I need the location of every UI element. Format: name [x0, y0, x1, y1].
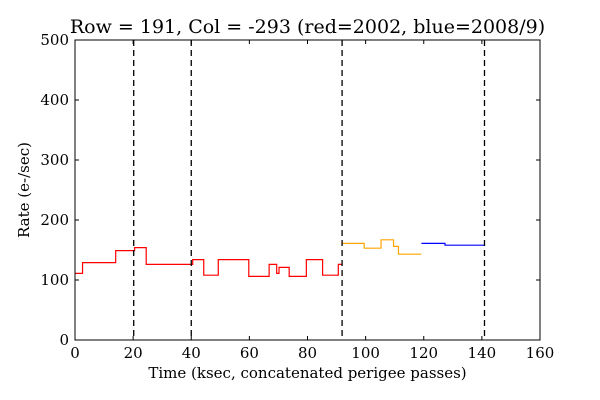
x-tick-label: 80: [298, 344, 317, 362]
y-tick-label: 0: [59, 331, 69, 349]
y-axis-label: Rate (e-/sec): [15, 142, 33, 238]
x-axis-label: Time (ksec, concatenated perigee passes): [148, 364, 466, 382]
x-tick-label: 0: [70, 344, 80, 362]
x-tick-label: 40: [182, 344, 201, 362]
series-line-0: [75, 247, 343, 277]
y-tick-label: 300: [40, 151, 69, 169]
x-tick-label: 60: [240, 344, 259, 362]
y-tick-label: 100: [40, 271, 69, 289]
series-line-1: [342, 239, 422, 255]
x-tick-label: 160: [526, 344, 555, 362]
x-tick-label: 140: [468, 344, 497, 362]
plot-area: [75, 40, 486, 340]
y-tick-label: 400: [40, 91, 69, 109]
y-tick-label: 200: [40, 211, 69, 229]
x-tick-label: 100: [351, 344, 380, 362]
x-tick-label: 120: [409, 344, 438, 362]
y-tick-label: 500: [40, 31, 69, 49]
chart-title: Row = 191, Col = -293 (red=2002, blue=20…: [70, 16, 545, 38]
x-tick-label: 20: [124, 344, 143, 362]
series-line-2: [421, 242, 485, 246]
plot-frame: [74, 39, 541, 341]
axis-ticks: 0 20 40 60 80 100 120 140 160 0 100 200 300 400 500: [40, 31, 554, 362]
